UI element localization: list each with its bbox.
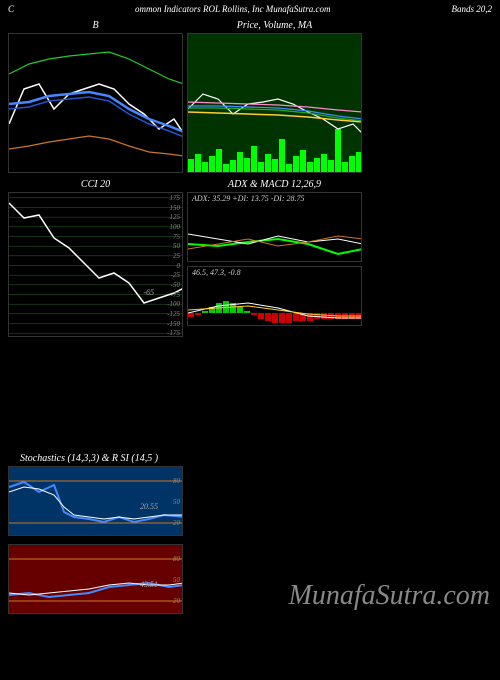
header-left: C [8, 4, 14, 14]
row-2: CCI 20 1751501251007550250-25-50-75-100-… [0, 177, 500, 341]
adx-subtitle: ADX: 35.29 +DI: 13.75 -DI: 28.75 [188, 193, 361, 204]
macd-subtitle: 46.5, 47.3, -0.8 [188, 267, 361, 278]
col-left: B [8, 18, 183, 177]
spacer [0, 341, 500, 451]
page-header: C ommon Indicators ROL Rollins, Inc Muna… [0, 0, 500, 18]
cci-title: CCI 20 [8, 177, 183, 192]
bollinger-chart [8, 33, 183, 173]
stoch2-chart: 80502043.51 [8, 544, 183, 614]
adx-title: ADX & MACD 12,26,9 [187, 177, 362, 192]
col-right: Price, Volume, MA [187, 18, 362, 177]
stoch1-chart: 80502020.55 [8, 466, 183, 536]
adx-chart: ADX: 35.29 +DI: 13.75 -DI: 28.75 [187, 192, 362, 262]
bollinger-title: B [8, 18, 183, 33]
col-right-2: ADX & MACD 12,26,9 ADX: 35.29 +DI: 13.75… [187, 177, 362, 341]
header-center: ommon Indicators ROL Rollins, Inc Munafa… [135, 4, 331, 14]
cci-chart: 1751501251007550250-25-50-75-100-125-150… [8, 192, 183, 337]
watermark: MunafaSutra.com [289, 580, 490, 612]
col-left-2: CCI 20 1751501251007550250-25-50-75-100-… [8, 177, 183, 341]
price-chart [187, 33, 362, 173]
row-1: B Price, Volume, MA [0, 18, 500, 177]
row-3: 80502020.55 80502043.51 [0, 466, 191, 618]
price-title: Price, Volume, MA [187, 18, 362, 33]
stoch-title: Stochastics (14,3,3) & R SI (14,5 ) [0, 451, 500, 466]
macd-chart: 46.5, 47.3, -0.8 [187, 266, 362, 326]
header-right: Bands 20,2 [452, 4, 493, 14]
